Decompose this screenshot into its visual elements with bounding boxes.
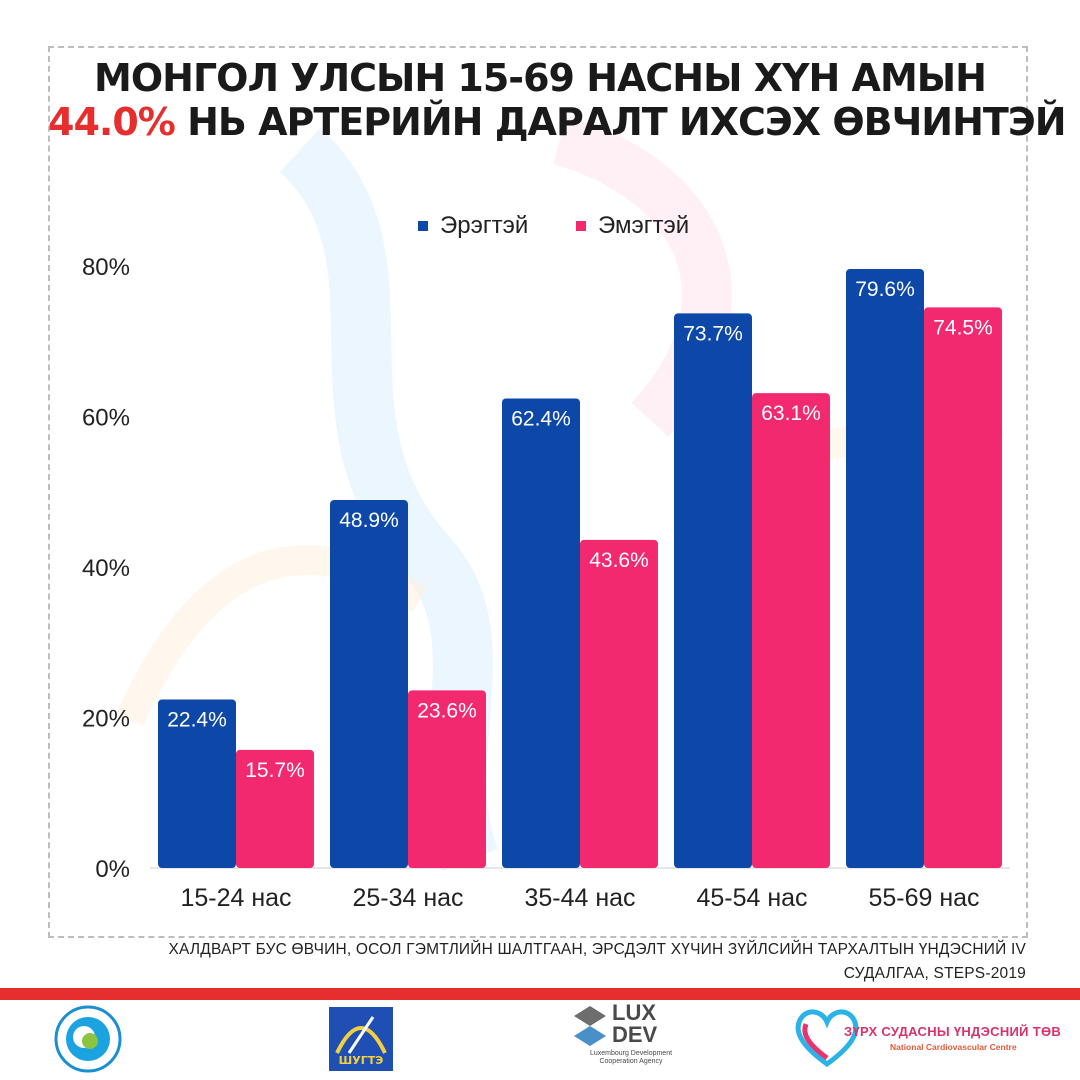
luxdev-subtitle: Luxembourg Development Cooperation Agenc…	[589, 1050, 673, 1065]
data-label-women: 63.1%	[761, 402, 821, 425]
bar-men	[846, 269, 924, 868]
y-tick-label: 0%	[95, 856, 130, 883]
data-label-men: 79.6%	[855, 278, 915, 301]
bar-women	[236, 749, 314, 868]
y-tick-label: 20%	[82, 706, 130, 733]
legend-item-women: Эмэгтэй	[576, 212, 689, 240]
source-note: ХАЛДВАРТ БУС ӨВЧИН, ОСОЛ ГЭМТЛИЙН ШАЛТГА…	[46, 938, 1026, 986]
y-tick-label: 40%	[82, 555, 130, 582]
y-tick-label: 80%	[82, 254, 130, 281]
y-tick-label: 60%	[82, 405, 130, 432]
heart-icon	[795, 1009, 859, 1068]
title-line-2: 44.0% НЬ АРТЕРИЙН ДАРАЛТ ИХСЭХ ӨВЧИНТЭЙ	[48, 100, 1067, 144]
bar-women	[924, 307, 1002, 868]
chart-frame	[48, 46, 1028, 938]
title-line-2-rest: НЬ АРТЕРИЙН ДАРАЛТ ИХСЭХ ӨВЧИНТЭЙ	[174, 100, 1066, 144]
bar-men	[158, 699, 236, 868]
bar-women	[408, 690, 486, 868]
legend: Эрэгтэй Эмэгтэй	[0, 212, 1080, 244]
footer-red-bar	[0, 988, 1080, 1000]
luxdev-emblem-icon	[574, 1006, 606, 1046]
luxdev-dev-text: DEV	[612, 1022, 658, 1047]
data-label-women: 74.5%	[933, 316, 993, 339]
cardiovascular-centre-mn-text: ЗҮРХ СУДАСНЫ ҮНДЭСНИЙ ТӨВ	[844, 1024, 1062, 1039]
bar-men	[674, 313, 752, 869]
shugte-logo: ШУГТЭ	[329, 1007, 393, 1071]
title-line-1: МОНГОЛ УЛСЫН 15-69 НАСНЫ ХҮН АМЫН	[94, 56, 987, 100]
legend-item-men: Эрэгтэй	[418, 212, 528, 240]
data-label-women: 23.6%	[417, 699, 477, 722]
data-label-women: 15.7%	[245, 759, 305, 782]
luxdev-logo: LUX DEV Luxembourg Development Cooperati…	[568, 1000, 678, 1072]
x-tick-label: 55-69 нас	[868, 884, 979, 912]
legend-label-women: Эмэгтэй	[598, 212, 690, 239]
source-line-2: СУДАЛГАА, STEPS-2019	[843, 965, 1026, 982]
shugte-emblem-icon	[335, 1016, 387, 1054]
x-tick-label: 45-54 нас	[696, 884, 807, 912]
bar-women	[580, 539, 658, 868]
x-tick-label: 35-44 нас	[524, 884, 635, 912]
data-label-men: 48.9%	[339, 509, 399, 532]
bar-women	[752, 393, 830, 868]
public-health-centre-logo	[54, 1005, 122, 1073]
cardiovascular-centre-logo: ЗҮРХ СУДАСНЫ ҮНДЭСНИЙ ТӨВ National Cardi…	[792, 1004, 1061, 1070]
data-label-men: 73.7%	[683, 322, 743, 345]
legend-swatch-women	[576, 221, 586, 231]
source-line-1: ХАЛДВАРТ БУС ӨВЧИН, ОСОЛ ГЭМТЛИЙН ШАЛТГА…	[168, 941, 1026, 958]
shugte-logo-text: ШУГТЭ	[338, 1054, 384, 1067]
legend-swatch-men	[418, 221, 428, 231]
cardiovascular-centre-en-text: National Cardiovascular Centre	[890, 1042, 1017, 1052]
x-tick-label: 25-34 нас	[352, 884, 463, 912]
bar-men	[330, 500, 408, 868]
x-tick-label: 15-24 нас	[180, 884, 291, 912]
title-highlight: 44.0%	[48, 100, 176, 144]
bar-men	[502, 398, 580, 868]
data-label-women: 43.6%	[589, 549, 649, 572]
data-label-men: 62.4%	[511, 407, 571, 430]
luxdev-lux-text: LUX	[612, 1000, 656, 1025]
data-label-men: 22.4%	[167, 708, 227, 731]
legend-label-men: Эрэгтэй	[440, 212, 529, 239]
